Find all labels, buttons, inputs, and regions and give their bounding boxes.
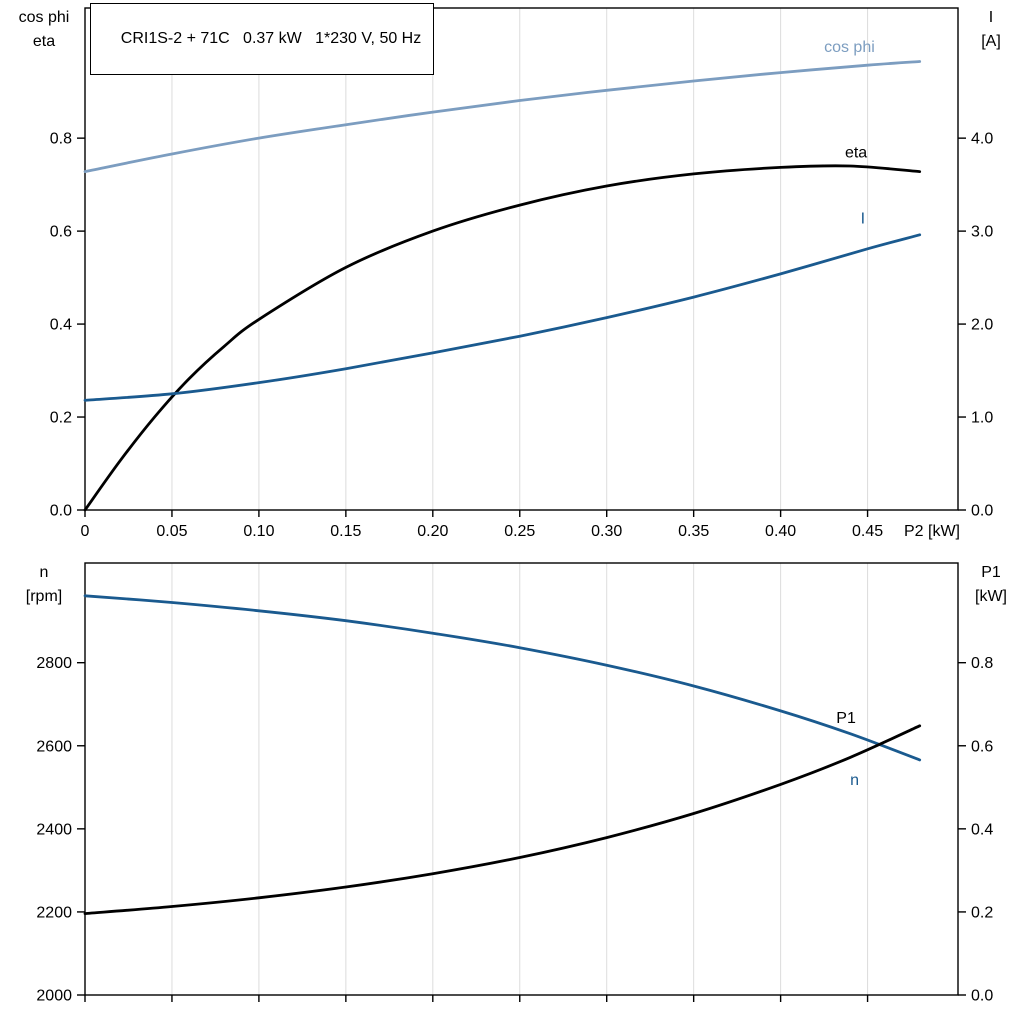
x-tick-label: 0.20 (417, 523, 448, 540)
x-tick-label: 0.40 (765, 523, 796, 540)
x-tick-label: 0 (81, 523, 90, 540)
right-tick-label: 0.2 (971, 904, 993, 921)
x-tick-label: 0.45 (852, 523, 883, 540)
left-tick-label: 2400 (36, 821, 72, 838)
curve-label-P1: P1 (836, 710, 856, 727)
right-tick-label: 0.4 (971, 821, 993, 838)
left-tick-label: 2600 (36, 738, 72, 755)
curve-cos-phi (83, 60, 922, 173)
right-tick-label: 0.6 (971, 738, 993, 755)
x-tick-label: 0.10 (243, 523, 274, 540)
bottom-chart-svg: 2000 2200 2400 2600 2800 n [rpm] 0.0 0.2 0.4 0.6 0.… (26, 562, 1007, 1005)
top-chart-svg: 0 0.05 0.10 0.15 0.20 0.25 0.30 0.35 0.40 0.45 0.0… (19, 7, 1001, 540)
left-tick-label: 0.8 (50, 131, 72, 148)
right-axis-title: P1 (981, 564, 1001, 581)
left-axis-title: cos phi (19, 9, 70, 26)
plot-frame (84, 562, 959, 996)
curve-label-cos-phi: cos phi (824, 39, 875, 56)
plot-frame (84, 7, 959, 511)
x-tick-label: 0.30 (591, 523, 622, 540)
left-tick-label: 0.2 (50, 410, 72, 427)
left-tick-label: 2800 (36, 655, 72, 672)
curve-eta (83, 164, 922, 512)
left-tick-label: 0.6 (50, 224, 72, 241)
right-tick-label: 0.0 (971, 988, 993, 1005)
x-tick-label: 0.25 (504, 523, 535, 540)
x-tick-label: 0.05 (156, 523, 187, 540)
left-axis-title: eta (33, 33, 55, 50)
right-tick-label: 0.0 (971, 503, 993, 520)
right-tick-label: 0.8 (971, 655, 993, 672)
x-axis-title: P2 [kW] (904, 523, 960, 540)
right-tick-label: 3.0 (971, 224, 993, 241)
curve-n (83, 594, 922, 762)
pump-title-box: CRI1S-2 + 71C 0.37 kW 1*230 V, 50 Hz (90, 3, 435, 75)
curve-label-eta: eta (845, 145, 867, 162)
left-tick-label: 0.0 (50, 503, 72, 520)
right-axis-title: I (989, 9, 993, 26)
right-axis-title: [A] (981, 33, 1001, 50)
left-tick-label: 2200 (36, 904, 72, 921)
curve-label-n: n (850, 772, 859, 789)
curve-I (83, 233, 922, 402)
left-tick-label: 0.4 (50, 317, 72, 334)
left-axis-title: n (40, 564, 49, 581)
left-axis-title: [rpm] (26, 588, 62, 605)
right-axis-title: [kW] (975, 588, 1007, 605)
right-tick-label: 4.0 (971, 131, 993, 148)
x-tick-label: 0.15 (330, 523, 361, 540)
right-tick-label: 1.0 (971, 410, 993, 427)
curve-label-I: I (861, 211, 865, 228)
left-tick-label: 2000 (36, 988, 72, 1005)
pump-title: CRI1S-2 + 71C 0.37 kW 1*230 V, 50 Hz (120, 30, 422, 47)
curve-P1 (83, 724, 922, 915)
right-tick-label: 2.0 (971, 317, 993, 334)
x-tick-label: 0.35 (678, 523, 709, 540)
